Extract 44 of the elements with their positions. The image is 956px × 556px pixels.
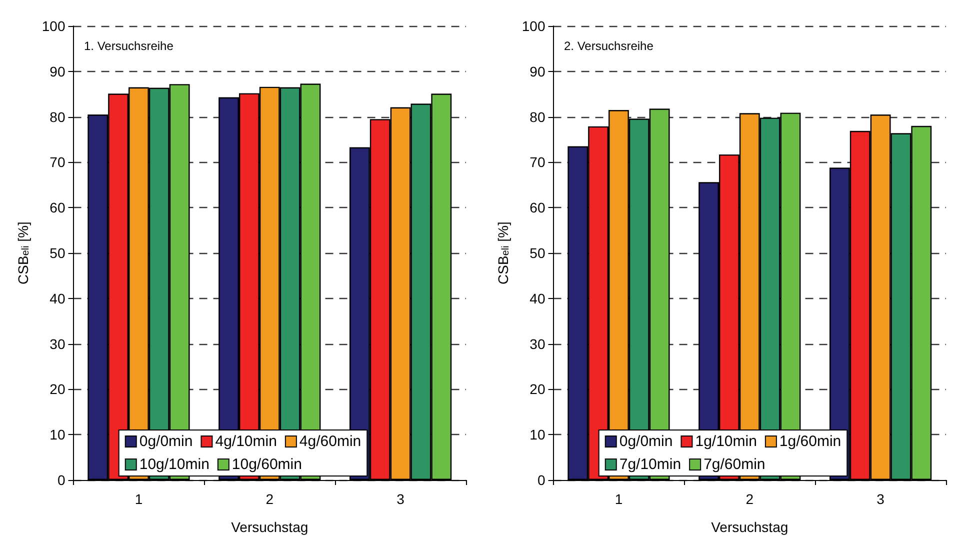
x-axis-title: Versuchstag [711, 519, 788, 535]
y-tick-label: 70 [50, 154, 66, 170]
y-tick-label: 10 [50, 426, 66, 443]
y-axis-title: CSBeli [%] [495, 222, 512, 284]
y-tick-label: 50 [530, 245, 546, 261]
y-tick-label: 10 [530, 426, 546, 443]
legend-label: 1g/60min [779, 433, 842, 450]
x-axis-title: Versuchstag [231, 519, 308, 535]
annotation: 1. Versuchsreihe [84, 39, 174, 53]
y-tick-label: 50 [50, 245, 66, 261]
legend-label: 7g/60min [704, 456, 766, 473]
y-axis-title: CSBeli [%] [15, 222, 32, 284]
y-tick-label: 20 [530, 381, 546, 398]
y-tick-label: 90 [530, 63, 546, 80]
y-tick-label: 30 [50, 336, 66, 352]
legend-label: 0g/0min [139, 433, 193, 450]
legend-label: 1g/10min [695, 433, 757, 450]
legend-label: 7g/10min [619, 456, 682, 473]
y-tick-label: 80 [50, 108, 66, 125]
y-tick-label: 30 [530, 336, 546, 352]
y-tick-label: 100 [522, 18, 546, 34]
y-tick-label: 60 [530, 200, 546, 216]
y-tick-label: 70 [530, 154, 546, 170]
y-tick-label: 100 [42, 18, 66, 34]
annotation: 2. Versuchsreihe [564, 39, 654, 53]
legend-label: 10g/60min [232, 456, 302, 473]
x-tick-label: 3 [876, 491, 885, 507]
x-tick-label: 3 [396, 491, 405, 507]
y-tick-label: 0 [57, 472, 66, 488]
y-tick-label: 20 [50, 381, 66, 398]
y-tick-label: 0 [537, 472, 546, 488]
y-tick-label: 80 [530, 108, 546, 125]
y-tick-label: 90 [50, 63, 66, 80]
legend-label: 0g/0min [619, 433, 673, 450]
y-tick-label: 40 [530, 290, 546, 306]
x-tick-label: 2 [266, 491, 274, 507]
legend-label: 10g/10min [139, 456, 210, 473]
legend-label: 4g/10min [215, 433, 277, 450]
x-tick-label: 1 [134, 491, 143, 507]
x-tick-label: 1 [614, 491, 623, 507]
legend-label: 4g/60min [299, 433, 362, 450]
y-tick-label: 60 [50, 200, 66, 216]
y-tick-label: 40 [50, 290, 66, 306]
x-tick-label: 2 [746, 491, 754, 507]
